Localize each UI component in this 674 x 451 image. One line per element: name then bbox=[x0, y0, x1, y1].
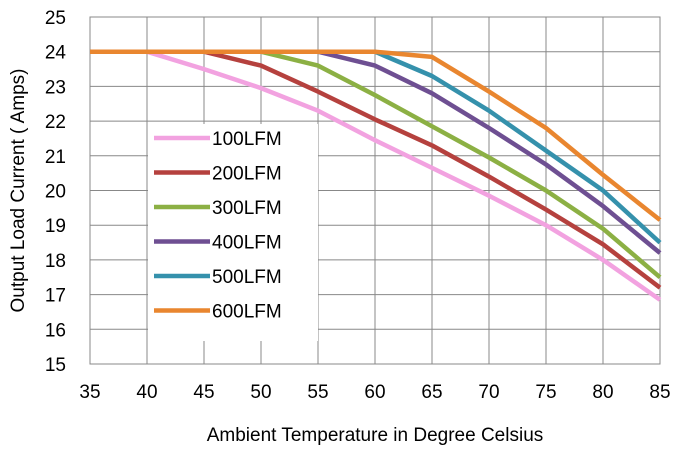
x-tick-label: 40 bbox=[136, 382, 157, 403]
y-tick-label: 24 bbox=[45, 43, 67, 64]
x-tick-label: 50 bbox=[250, 382, 271, 403]
y-tick-label: 25 bbox=[45, 8, 66, 29]
y-tick-label: 20 bbox=[45, 182, 66, 203]
x-tick-label: 70 bbox=[478, 382, 499, 403]
y-axis-ticks: 15 16 17 18 19 20 21 22 23 24 25 bbox=[45, 8, 67, 376]
x-tick-label: 65 bbox=[421, 382, 442, 403]
legend-label: 200LFM bbox=[212, 164, 282, 185]
x-axis-title: Ambient Temperature in Degree Celsius bbox=[207, 425, 544, 446]
x-tick-label: 45 bbox=[193, 382, 214, 403]
x-tick-label: 85 bbox=[649, 382, 670, 403]
series-line-100LFM bbox=[90, 49, 662, 302]
legend-label: 600LFM bbox=[212, 302, 282, 323]
x-tick-label: 60 bbox=[364, 382, 385, 403]
legend-label: 300LFM bbox=[212, 198, 282, 219]
legend-label: 500LFM bbox=[212, 267, 282, 288]
plot-area bbox=[89, 16, 661, 365]
x-tick-label: 55 bbox=[307, 382, 328, 403]
y-tick-label: 15 bbox=[45, 355, 66, 376]
legend-background bbox=[148, 124, 318, 341]
legend-label: 100LFM bbox=[212, 129, 282, 150]
x-tick-label: 75 bbox=[535, 382, 556, 403]
x-tick-label: 80 bbox=[592, 382, 613, 403]
y-tick-label: 16 bbox=[45, 320, 66, 341]
x-tick-label: 35 bbox=[79, 382, 100, 403]
y-axis-title: Output Load Current ( Amps) bbox=[8, 69, 29, 313]
y-tick-label: 21 bbox=[45, 147, 66, 168]
y-tick-label: 18 bbox=[45, 251, 66, 272]
series-lines bbox=[90, 49, 662, 302]
legend-label: 400LFM bbox=[212, 233, 282, 254]
y-tick-label: 22 bbox=[45, 112, 66, 133]
series-line-600LFM bbox=[90, 49, 662, 222]
legend: 100LFM 200LFM 300LFM 400LFM 500LFM 600LFM bbox=[154, 129, 282, 323]
y-tick-label: 17 bbox=[45, 286, 66, 307]
x-axis-ticks: 35 40 45 50 55 60 65 70 75 80 85 bbox=[79, 382, 670, 403]
y-tick-label: 19 bbox=[45, 216, 66, 237]
y-tick-label: 23 bbox=[45, 77, 66, 98]
